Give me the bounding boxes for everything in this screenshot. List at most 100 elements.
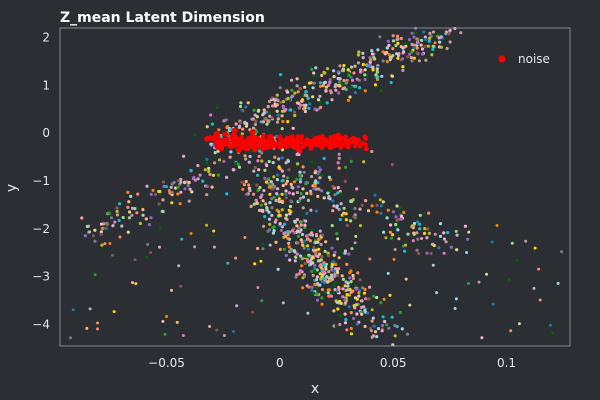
data-point <box>255 201 259 205</box>
data-point <box>338 189 342 194</box>
data-point <box>252 108 256 112</box>
data-point <box>179 180 183 184</box>
data-point <box>431 47 435 52</box>
data-point <box>399 36 403 41</box>
data-point <box>384 236 388 240</box>
data-point <box>386 39 390 43</box>
data-point <box>336 237 340 241</box>
data-point <box>393 323 397 328</box>
noise-point <box>244 141 250 147</box>
data-point <box>244 124 249 128</box>
data-point <box>363 77 367 82</box>
data-point <box>385 323 389 327</box>
data-point <box>393 334 397 338</box>
data-point <box>266 120 270 124</box>
data-point <box>387 43 391 48</box>
data-point <box>389 223 393 227</box>
data-point <box>324 267 328 271</box>
data-point <box>349 159 353 163</box>
data-point <box>317 165 321 169</box>
data-point <box>337 256 341 260</box>
data-point <box>253 122 257 126</box>
data-point <box>277 165 281 169</box>
data-point <box>268 192 272 196</box>
data-point <box>104 226 108 230</box>
data-point <box>382 230 386 234</box>
data-point <box>407 38 412 42</box>
data-point <box>99 232 103 236</box>
data-point <box>170 288 173 292</box>
data-point <box>275 120 280 124</box>
data-point <box>382 297 386 301</box>
data-point <box>347 73 351 78</box>
data-point <box>332 309 336 313</box>
data-point <box>352 316 356 321</box>
data-point <box>354 84 358 88</box>
data-point <box>83 234 87 238</box>
data-point <box>338 80 342 84</box>
noise-point <box>356 137 361 143</box>
data-point <box>409 56 413 60</box>
data-point <box>287 191 291 195</box>
data-point <box>266 105 270 109</box>
data-point <box>420 47 425 51</box>
data-point <box>281 183 285 188</box>
data-point <box>161 319 165 323</box>
data-point <box>293 250 297 254</box>
data-point <box>175 320 179 324</box>
data-point <box>391 47 395 51</box>
data-point <box>397 52 401 56</box>
data-point <box>363 309 367 313</box>
data-point <box>411 224 415 228</box>
data-point <box>295 177 299 181</box>
data-point <box>322 196 326 200</box>
data-point <box>246 101 250 105</box>
data-point <box>560 250 564 254</box>
legend-marker-noise <box>498 55 506 63</box>
data-point <box>107 211 111 215</box>
data-point <box>235 304 239 308</box>
data-point <box>313 282 317 287</box>
data-point <box>355 187 359 191</box>
data-point <box>297 257 301 261</box>
data-point <box>369 329 373 333</box>
data-point <box>341 277 346 281</box>
data-point <box>304 182 308 186</box>
data-point <box>463 224 467 228</box>
data-point <box>303 254 307 258</box>
data-point <box>271 231 275 235</box>
data-point <box>344 81 348 85</box>
data-point <box>301 206 305 210</box>
noise-point <box>215 133 221 139</box>
data-point <box>260 159 264 163</box>
data-point <box>321 84 325 88</box>
data-point <box>313 107 317 111</box>
noise-point <box>363 146 369 152</box>
data-point <box>284 253 288 257</box>
data-point <box>268 243 272 247</box>
data-point <box>256 173 260 177</box>
data-point <box>372 294 376 298</box>
data-point <box>276 187 280 191</box>
data-point <box>556 281 560 285</box>
data-point <box>427 231 431 235</box>
data-point <box>310 228 314 232</box>
data-point <box>265 208 269 212</box>
data-point <box>180 237 184 241</box>
data-point <box>379 211 383 215</box>
noise-point <box>278 142 284 148</box>
data-point <box>361 305 366 309</box>
data-point <box>336 161 340 165</box>
data-point <box>379 301 383 305</box>
data-point <box>418 213 422 217</box>
data-point <box>509 329 513 333</box>
data-point <box>328 78 332 82</box>
data-point <box>357 294 361 298</box>
data-point <box>347 252 351 256</box>
data-point <box>423 35 427 39</box>
x-tick-label: 0.1 <box>497 356 516 370</box>
data-point <box>193 245 197 249</box>
data-point <box>289 249 293 253</box>
data-point <box>147 223 152 227</box>
data-point <box>296 234 301 238</box>
